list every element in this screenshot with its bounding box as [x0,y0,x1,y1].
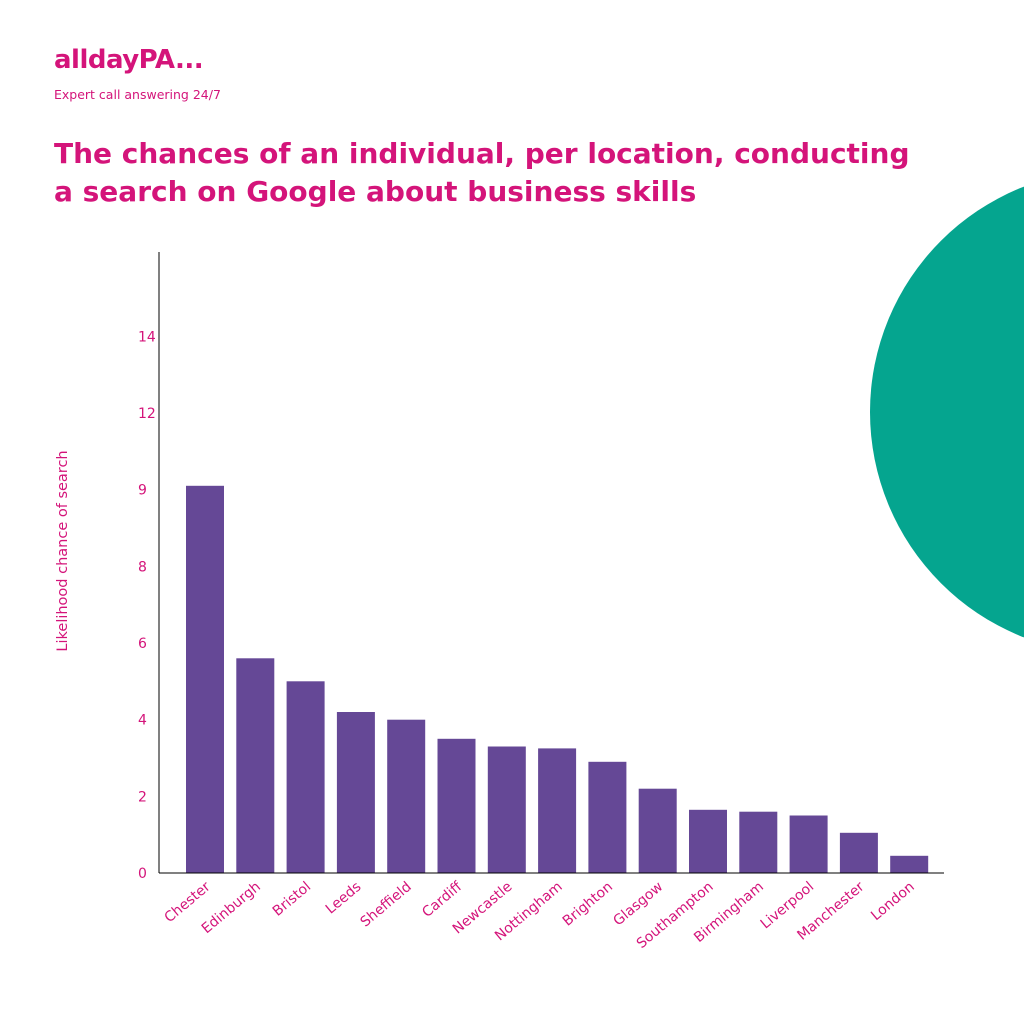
x-tick-label: Cardiff [419,879,465,921]
x-tick-label: London [868,879,918,924]
y-tick-labels: 0 2 4 6 8 9 12 14 [138,329,156,882]
y-tick-label: 12 [138,406,156,422]
chart-title: The chances of an individual, per locati… [54,137,910,208]
brand-tagline: Expert call answering 24/7 [54,87,221,102]
y-tick-label: 2 [138,789,147,805]
x-tick-label: Bristol [270,879,314,920]
bar-edinburgh [236,658,275,873]
bar-chester [186,485,224,873]
bar-southampton [689,809,727,874]
bar-manchester [839,832,878,874]
y-tick-label: 14 [138,329,156,345]
x-tick-label: Sheffield [358,879,415,931]
bar-brighton [588,761,627,873]
x-tick-label: Brighton [560,879,616,930]
y-tick-label: 9 [138,483,147,499]
bar-newcastle [487,746,526,873]
axes-group [158,252,944,874]
bar-london [890,855,929,874]
y-tick-label: 8 [138,559,147,575]
bar-glasgow [638,788,677,873]
y-tick-label: 4 [138,713,147,729]
bar-birmingham [739,811,778,873]
bar-cardiff [437,738,476,873]
decorative-circle [870,186,1024,638]
bar-bristol [286,681,325,873]
bar-liverpool [789,815,828,873]
bars-group [186,485,929,874]
y-tick-label: 6 [138,636,147,652]
brand-logo: alldayPA... [54,45,204,75]
y-axis-label: Likelihood chance of search [55,450,71,651]
y-tick-label: 0 [138,866,147,882]
x-tick-label: Leeds [323,879,365,918]
bar-leeds [336,712,375,873]
bar-nottingham [538,748,577,873]
bar-sheffield [387,719,426,873]
